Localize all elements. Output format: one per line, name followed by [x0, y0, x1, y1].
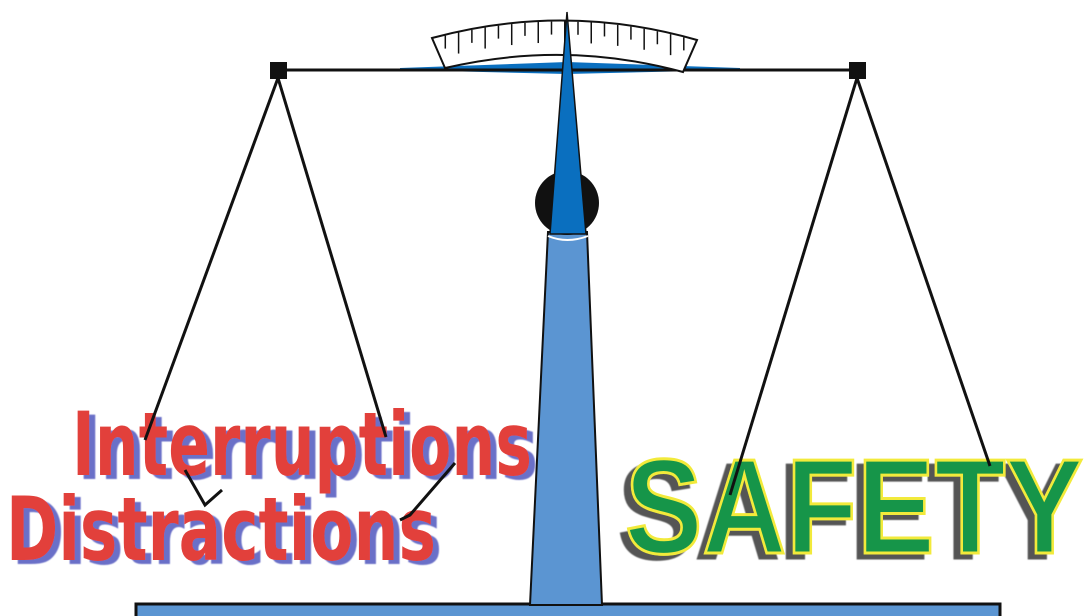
column: [530, 232, 602, 605]
label-distractions: Distractions: [6, 478, 436, 581]
beam-left: [400, 62, 567, 74]
hanger-left: [270, 62, 287, 79]
label-safety: SAFETY: [625, 431, 1083, 582]
scale-illustration: Interruptions Distractions SAFETY: [0, 0, 1091, 616]
hanger-right: [849, 62, 866, 79]
